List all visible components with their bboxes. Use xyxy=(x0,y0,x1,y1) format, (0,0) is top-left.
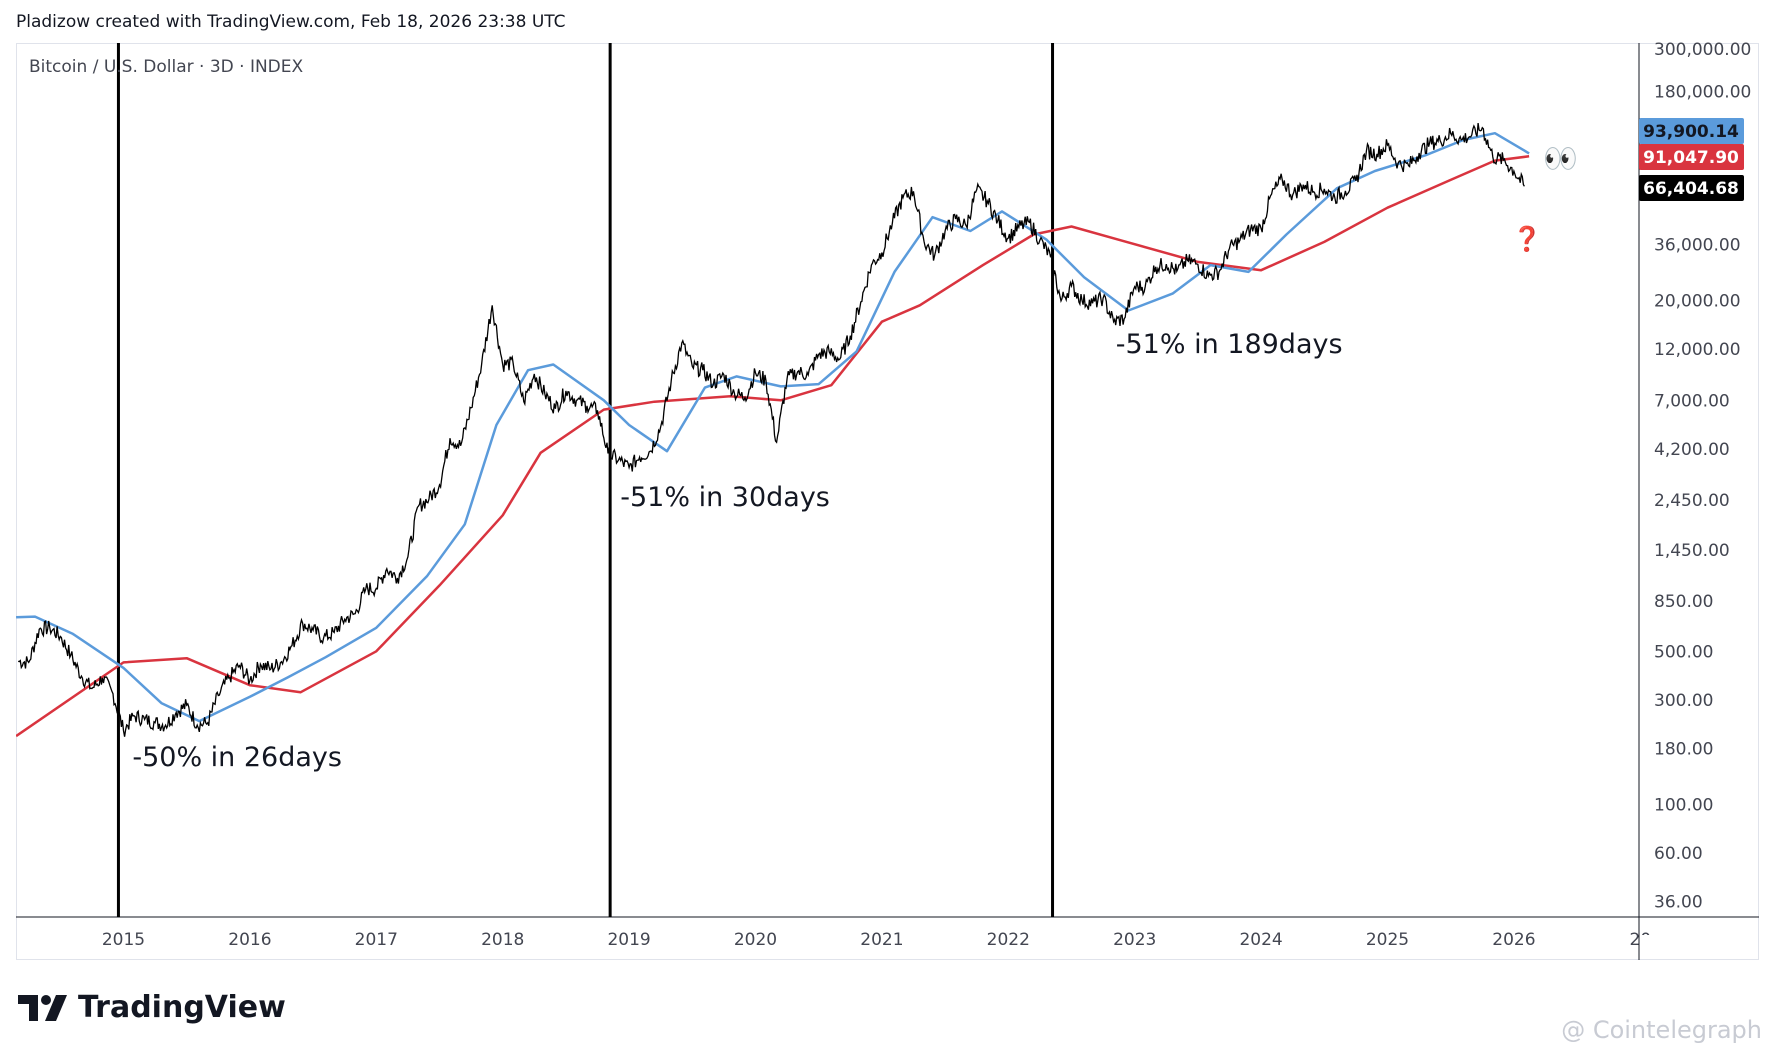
price-last-value-badge xyxy=(1639,175,1744,201)
fast_ma-last-value-badge xyxy=(1639,118,1744,144)
fast_ma-last-value-text: 93,900.14 xyxy=(1643,122,1739,142)
fast-ma-line xyxy=(16,131,1530,723)
tradingview-logo-text: TradingView xyxy=(78,990,286,1025)
x-tick-label: 2020 xyxy=(734,930,777,950)
x-tick-label: 2017 xyxy=(355,930,398,950)
slow_ma-last-value-badge xyxy=(1639,144,1744,170)
price-last-value-text: 66,404.68 xyxy=(1643,179,1739,199)
annotation-1: -51% in 30days xyxy=(620,482,830,513)
chart-attribution: Pladizow created with TradingView.com, F… xyxy=(16,12,566,32)
y-tick-label: 60.00 xyxy=(1654,844,1703,864)
x-tick-label: 2021 xyxy=(860,930,903,950)
cointelegraph-watermark: @ Cointelegraph xyxy=(1561,1016,1762,1044)
y-tick-label: 4,200.00 xyxy=(1654,440,1730,460)
x-tick-label: 2019 xyxy=(607,930,650,950)
y-tick-label: 300.00 xyxy=(1654,691,1713,711)
y-tick-label: 500.00 xyxy=(1654,642,1713,662)
x-tick-label: 2015 xyxy=(102,930,145,950)
y-tick-label: 36,000.00 xyxy=(1654,236,1741,256)
tradingview-logo[interactable]: TradingView xyxy=(18,990,286,1025)
plot-area xyxy=(16,43,1530,917)
annotation-0: -50% in 26days xyxy=(132,742,342,773)
y-tick-label: 180,000.00 xyxy=(1654,82,1751,102)
y-tick-label: 20,000.00 xyxy=(1654,291,1741,311)
x-tick-label: 2022 xyxy=(987,930,1030,950)
axis-corner xyxy=(1640,935,1758,959)
y-tick-label: 180.00 xyxy=(1654,739,1713,759)
tradingview-logo-icon xyxy=(18,994,67,1021)
x-tick-label: 2024 xyxy=(1239,930,1282,950)
y-tick-label: 36.00 xyxy=(1654,893,1703,913)
y-tick-label: 1,450.00 xyxy=(1654,541,1730,561)
x-tick-label: 2023 xyxy=(1113,930,1156,950)
x-tick-label: 2018 xyxy=(481,930,524,950)
chart-frame xyxy=(16,43,1759,960)
x-tick-label: 2026 xyxy=(1492,930,1535,950)
annotation-2: -51% in 189days xyxy=(1116,329,1343,360)
x-tick-label: 2016 xyxy=(228,930,271,950)
y-tick-label: 300,000.00 xyxy=(1654,40,1751,60)
symbol-label: Bitcoin / U.S. Dollar · 3D · INDEX xyxy=(29,57,304,77)
y-tick-label: 12,000.00 xyxy=(1654,340,1741,360)
y-tick-label: 100.00 xyxy=(1654,795,1713,815)
slow_ma-last-value-text: 91,047.90 xyxy=(1643,148,1739,168)
y-tick-label: 850.00 xyxy=(1654,592,1713,612)
y-tick-label: 7,000.00 xyxy=(1654,391,1730,411)
question-emoji: ❓ xyxy=(1512,225,1542,253)
y-tick-label: 2,450.00 xyxy=(1654,491,1730,511)
price-line xyxy=(18,123,1525,737)
eyes-emoji: 👀 xyxy=(1543,142,1578,175)
x-tick-label: 2025 xyxy=(1366,930,1409,950)
slow-ma-line xyxy=(16,155,1530,738)
